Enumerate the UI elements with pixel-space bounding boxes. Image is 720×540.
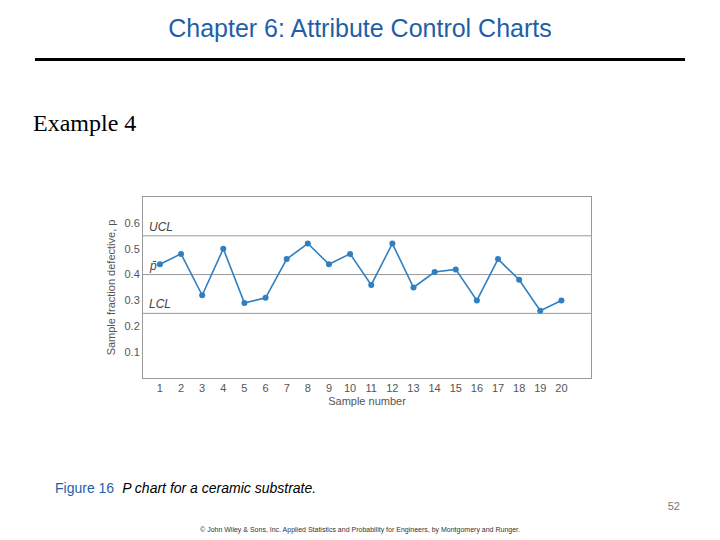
html-text:Figure 16: Figure 16	[55, 480, 115, 496]
svg-text:p̄: p̄	[149, 259, 157, 273]
svg-text:18: 18	[513, 382, 525, 394]
svg-text:17: 17	[492, 382, 504, 394]
svg-text:15: 15	[450, 382, 462, 394]
html-text:52: 52	[667, 500, 680, 512]
svg-text:12: 12	[386, 382, 398, 394]
svg-text:0.6: 0.6	[125, 217, 140, 229]
svg-text:9: 9	[326, 382, 332, 394]
svg-text:11: 11	[366, 382, 377, 394]
svg-text:13: 13	[407, 382, 419, 394]
svg-text:0.1: 0.1	[125, 346, 140, 358]
html-text:Example 4: Example 4	[33, 110, 137, 136]
svg-text:4: 4	[220, 382, 226, 394]
svg-text:2: 2	[178, 382, 184, 394]
svg-text:6: 6	[263, 382, 269, 394]
svg-text:UCL: UCL	[149, 220, 173, 234]
html-text:© John Wiley & Sons, Inc. Appl: © John Wiley & Sons, Inc. Applied Statis…	[200, 526, 520, 533]
svg-text:Sample number: Sample number	[328, 395, 406, 407]
html-text:Chapter 6: Attribute Control C: Chapter 6: Attribute Control Charts	[168, 14, 552, 42]
html-text:P chart for a ceramic substrat: P chart for a ceramic substrate.	[122, 480, 317, 496]
svg-text:10: 10	[344, 382, 356, 394]
svg-text:7: 7	[284, 382, 290, 394]
svg-text:16: 16	[471, 382, 483, 394]
svg-text:5: 5	[241, 382, 247, 394]
svg-text:Sample fraction defective, p: Sample fraction defective, p	[105, 220, 117, 356]
svg-text:20: 20	[555, 382, 567, 394]
svg-text:8: 8	[305, 382, 311, 394]
svg-text:19: 19	[534, 382, 546, 394]
svg-text:0.2: 0.2	[125, 320, 140, 332]
svg-text:0.4: 0.4	[125, 268, 140, 280]
svg-text:3: 3	[199, 382, 205, 394]
svg-text:0.5: 0.5	[125, 243, 140, 255]
svg-text:0.3: 0.3	[125, 294, 140, 306]
svg-text:LCL: LCL	[149, 297, 171, 311]
svg-text:14: 14	[428, 382, 440, 394]
svg-text:1: 1	[157, 382, 163, 394]
